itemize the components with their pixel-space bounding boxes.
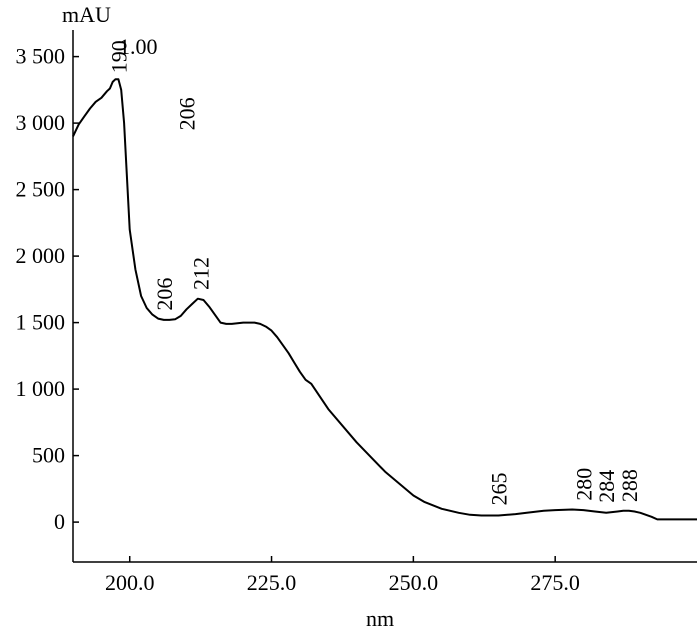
peak-label: 288 (617, 469, 642, 502)
peak-label: 1.00 (119, 34, 158, 59)
y-tick-label: 2 500 (16, 177, 66, 202)
peak-label: 265 (487, 473, 512, 506)
x-axis-ticks: 200.0 225.0 250.0 275.0 (105, 556, 580, 595)
y-axis-title: mAU (62, 2, 111, 27)
peak-label: 206 (152, 278, 177, 311)
y-tick-label: 2 000 (16, 243, 66, 268)
y-axis-ticks: 0 500 1 000 1 500 2 000 2 500 3 000 3 500 (16, 44, 79, 534)
y-tick-label: 500 (32, 443, 65, 468)
x-tick-label: 200.0 (105, 570, 155, 595)
absorbance-trace (72, 78, 697, 521)
y-tick-label: 1 500 (16, 310, 66, 335)
y-tick-label: 3 500 (16, 44, 66, 69)
peak-label: 212 (189, 257, 214, 290)
y-tick-label: 3 000 (16, 110, 66, 135)
x-tick-label: 275.0 (530, 570, 580, 595)
peak-label: 206 (175, 97, 200, 130)
peak-label: 284 (594, 470, 619, 503)
x-axis-title: nm (366, 606, 394, 630)
x-tick-label: 250.0 (389, 570, 439, 595)
y-tick-label: 0 (54, 509, 65, 534)
peak-label: 190 (106, 40, 131, 73)
y-tick-label: 1 000 (16, 376, 66, 401)
peak-label: 280 (572, 468, 597, 501)
x-tick-label: 225.0 (247, 570, 297, 595)
